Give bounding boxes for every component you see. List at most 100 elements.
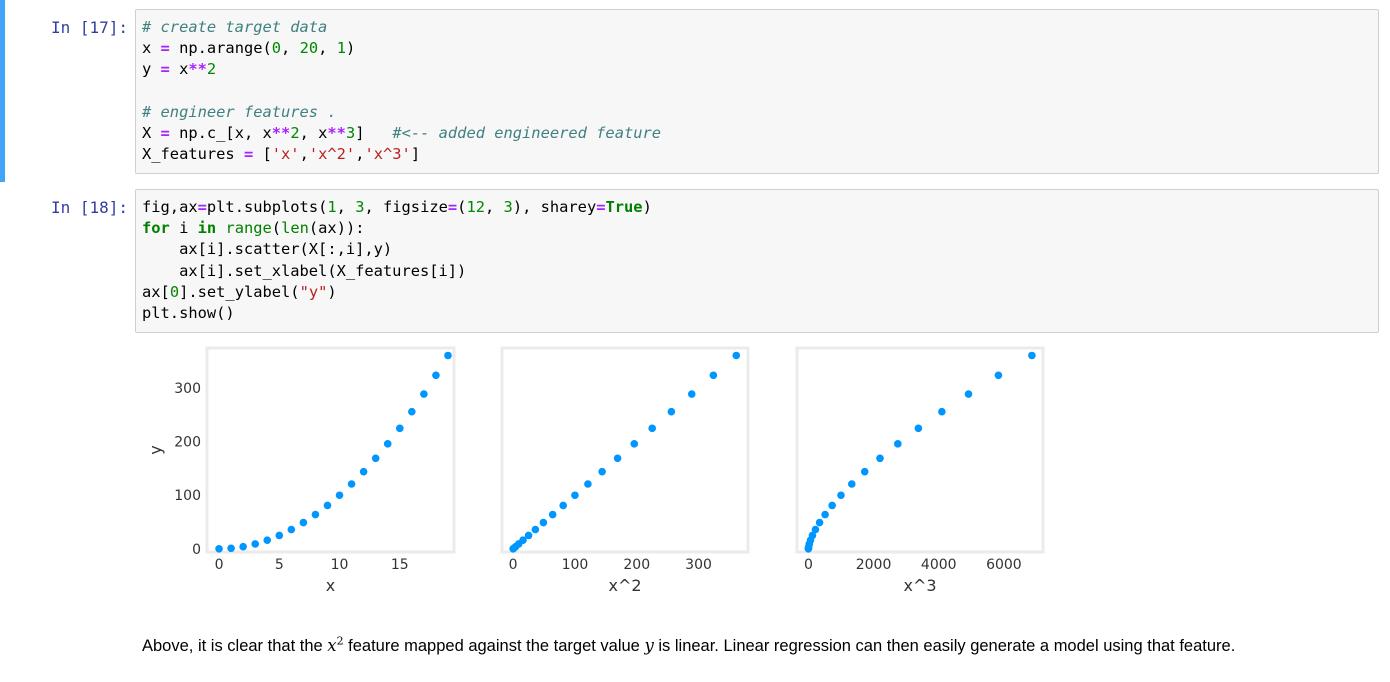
data-point <box>444 351 452 360</box>
x-tick-label: 100 <box>562 557 589 573</box>
md-text-3: is linear. Linear regression can then ea… <box>653 637 1236 655</box>
code-token: = <box>197 198 207 216</box>
code-line: for i in range(len(ax)): <box>136 218 1378 239</box>
data-point <box>287 525 296 534</box>
code-token: len <box>281 219 309 238</box>
code-line: x = np.arange(0, 20, 1) <box>136 38 1378 59</box>
code-token: np.arange( <box>169 39 272 58</box>
data-point <box>808 531 817 540</box>
cell-output: 0 5 10 15 0 100 200 300 y x 0 100 200 300 x^2 0 2000 4000… <box>135 340 1135 595</box>
plot-frame-3 <box>795 346 1045 554</box>
code-token: fig,ax <box>142 198 198 216</box>
data-point <box>876 454 884 463</box>
code-token: ax[ <box>142 282 170 301</box>
y-tick-label: 300 <box>174 381 201 397</box>
code-token: ( <box>271 219 282 238</box>
code-token: plt.subplots( <box>206 198 328 216</box>
data-point <box>667 407 676 416</box>
code-token: X <box>142 123 161 142</box>
code-token: , <box>281 39 300 58</box>
code-token: (ax)): <box>308 219 365 238</box>
y-tick-label: 0 <box>192 542 201 558</box>
code-cell-17[interactable]: In [17]: # create target data x = np.aran… <box>0 0 1390 182</box>
data-point <box>519 536 527 545</box>
data-point <box>408 407 416 416</box>
x-tick-label: 6000 <box>986 557 1022 573</box>
data-point <box>539 518 548 527</box>
code-token: 0 <box>271 39 282 58</box>
data-point <box>383 440 392 448</box>
code-token: # engineer features . <box>142 102 337 121</box>
data-point <box>994 371 1003 380</box>
data-point <box>275 531 284 540</box>
code-line: y = x**2 <box>136 59 1378 80</box>
code-line: ax[i].scatter(X[:,i],y) <box>136 239 1378 260</box>
code-line: ax[0].set_ylabel("y") <box>136 282 1378 303</box>
code-token: x <box>169 60 189 79</box>
data-point <box>215 544 223 553</box>
x-tick-label: 200 <box>623 557 650 573</box>
code-token: 'x^3' <box>364 145 411 164</box>
x-tick-label: 300 <box>685 557 712 573</box>
data-point <box>837 491 845 500</box>
code-token: 0 <box>169 282 180 301</box>
data-point <box>524 531 533 540</box>
code-line: # create target data <box>136 17 1378 38</box>
code-token: 3 <box>345 123 356 142</box>
x-tick-label: 5 <box>275 557 284 573</box>
code-token: np.c_[x, x <box>169 123 272 142</box>
data-point <box>709 371 718 380</box>
code-token: , <box>355 145 365 164</box>
math-x: x2 <box>327 636 343 656</box>
data-point <box>227 544 235 553</box>
data-point <box>251 540 259 548</box>
data-point <box>860 467 869 476</box>
data-point <box>335 491 344 500</box>
data-point <box>395 424 404 433</box>
data-point <box>432 371 440 380</box>
code-token: plt.show() <box>142 303 235 322</box>
code-token: 3 <box>355 198 365 216</box>
code-editor[interactable]: fig,ax=plt.subplots(1, 3, figsize=(12, 3… <box>135 189 1379 333</box>
code-editor[interactable]: # create target data x = np.arange(0, 20,… <box>135 9 1379 174</box>
cell-prompt: In [18]: <box>50 198 128 217</box>
md-text-1: Above, it is clear that the <box>142 637 328 655</box>
code-token: [ <box>253 145 272 164</box>
data-point <box>371 454 380 463</box>
code-token: ( <box>457 198 467 216</box>
code-token: x <box>142 39 161 58</box>
x-tick-label: 0 <box>215 557 224 573</box>
code-token: "y" <box>299 282 328 301</box>
code-token: = <box>596 198 606 216</box>
code-body: # create target data x = np.arange(0, 20,… <box>136 10 1378 165</box>
code-token: = <box>160 123 170 142</box>
code-body: fig,ax=plt.subplots(1, 3, figsize=(12, 3… <box>136 190 1378 324</box>
code-token: , <box>299 145 309 164</box>
code-token: 1 <box>336 39 346 58</box>
data-point <box>598 467 606 476</box>
code-line: # engineer features . <box>136 102 1378 123</box>
math-y: y <box>644 636 654 655</box>
x-axis-label: x <box>326 576 335 595</box>
x-axis-label: x^2 <box>608 576 641 595</box>
x-tick-label: 0 <box>509 557 518 573</box>
code-token: range <box>225 219 272 238</box>
code-token: , <box>336 198 356 216</box>
code-token: = <box>160 39 170 58</box>
code-token: ] <box>410 145 421 164</box>
data-point <box>299 518 308 527</box>
code-line: X = np.c_[x, x**2, x**3] #<-- added engi… <box>136 123 1378 144</box>
code-token: in <box>197 219 217 238</box>
data-point <box>559 501 567 510</box>
x-tick-label: 2000 <box>856 557 892 573</box>
code-token: # create target data <box>142 18 328 36</box>
x-tick-label: 4000 <box>921 557 957 573</box>
code-token: 2 <box>290 123 300 142</box>
data-point <box>323 501 332 510</box>
data-point <box>420 390 428 398</box>
code-token: ** <box>271 123 291 142</box>
md-text-2: feature mapped against the target value <box>343 637 645 655</box>
code-cell-18[interactable]: In [18]: fig,ax=plt.subplots(1, 3, figsi… <box>0 186 1390 336</box>
code-token: = <box>243 145 254 164</box>
code-token: 20 <box>299 39 319 58</box>
